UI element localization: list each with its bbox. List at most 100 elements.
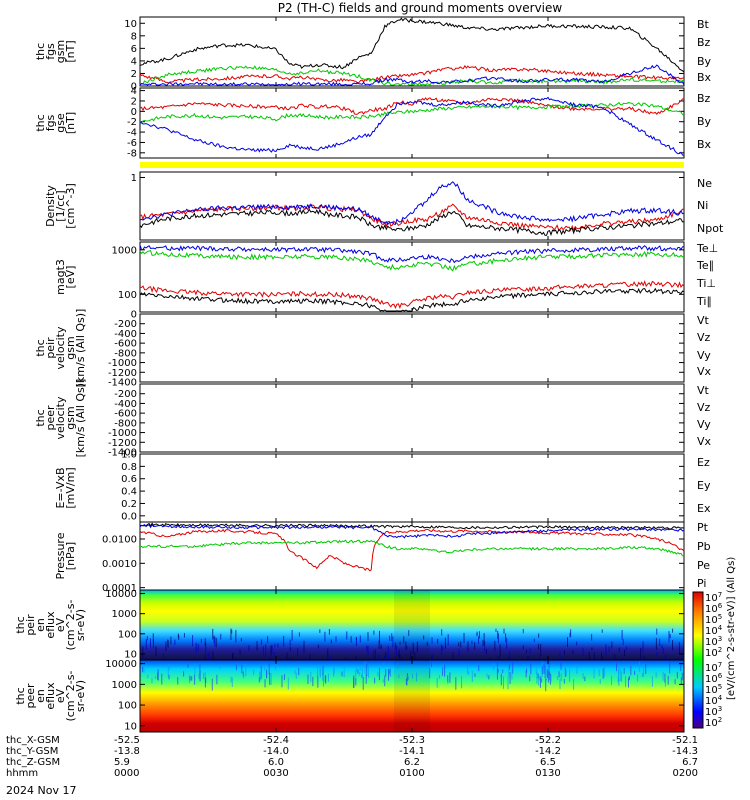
x-axis-value: 6.0 <box>268 757 284 768</box>
legend-entry: Pt <box>697 521 709 534</box>
series-line-fgs-Bz <box>139 64 685 85</box>
date-label: 2024 Nov 17 <box>6 784 77 797</box>
legend-entry: Bz <box>697 92 711 105</box>
legend-entry: Bz <box>697 36 711 49</box>
y-tick-label: 100 <box>118 290 137 301</box>
y-tick-label: 4 <box>131 86 137 97</box>
y-axis-label: gsm <box>54 40 67 63</box>
y-axis-label: eflux <box>44 682 57 710</box>
y-tick-label: -1400 <box>108 448 137 459</box>
colorbar-tick: 102 <box>705 716 722 729</box>
y-tick-label: 100 <box>118 701 137 712</box>
y-axis-label: [km/s (All Qs)] <box>74 309 87 388</box>
y-tick-label: 0.0100 <box>102 535 137 546</box>
spectrogram-peer_eflux <box>140 660 684 732</box>
y-axis-label: gsm <box>64 406 77 429</box>
y-tick-label: -1000 <box>108 428 137 439</box>
x-axis-value: -52.2 <box>535 735 561 746</box>
x-axis-row-label: thc_Y-GSM <box>6 746 58 757</box>
y-tick-label: -1000 <box>108 358 137 369</box>
y-tick-label: 4 <box>131 56 137 67</box>
y-tick-label: -6 <box>127 138 137 149</box>
series-line-temperature-Ti∥ <box>139 250 685 272</box>
y-axis-label: sr-eV) <box>74 609 87 641</box>
y-tick-label: 6 <box>131 44 137 55</box>
y-axis-label: gse <box>54 113 67 133</box>
y-tick-label: 0.4 <box>121 487 137 498</box>
y-tick-label: 1000 <box>112 609 137 620</box>
legend-entry: Pe <box>697 559 710 572</box>
y-axis-label: fgs <box>44 114 57 131</box>
legend-entry: Vy <box>697 418 711 431</box>
y-axis-label: magt3 <box>54 259 67 295</box>
legend-entry: Ez <box>697 456 710 469</box>
status-bar <box>140 162 684 168</box>
x-axis-value: -13.8 <box>114 746 140 757</box>
y-axis-label: [nPa] <box>64 542 77 570</box>
y-tick-label: 1000 <box>112 245 137 256</box>
y-axis-label: [mV/m] <box>64 467 77 508</box>
legend-entry: Vt <box>697 314 710 327</box>
series-line-density-Ne <box>139 203 685 232</box>
y-axis-label: [eV] <box>64 266 77 289</box>
y-tick-label: 1.0 <box>121 450 137 461</box>
legend-entry: Pb <box>697 540 711 553</box>
y-tick-label: 0 <box>131 107 137 118</box>
panel-frame-efield <box>139 453 685 523</box>
y-axis-label: velocity <box>54 326 67 369</box>
y-tick-label: 0.8 <box>121 462 137 473</box>
y-axis-label: thc <box>14 616 27 633</box>
series-line-temperature-Te⊥ <box>139 280 685 310</box>
y-tick-label: -1200 <box>108 438 137 449</box>
y-axis-label: eV <box>54 688 67 703</box>
panel-frame-fgs_gse <box>139 87 685 159</box>
x-axis-value: 5.9 <box>114 757 130 768</box>
x-axis-value: -14.3 <box>672 746 698 757</box>
series-line-pressure-Pi <box>139 524 685 539</box>
series-line-pressure-Pt <box>140 522 685 530</box>
series-line-fgs-Bt <box>139 17 685 73</box>
y-tick-label: -1400 <box>108 378 137 389</box>
legend-entry: Te⊥ <box>696 242 718 255</box>
y-tick-label: 1 <box>131 173 137 184</box>
y-tick-label: -200 <box>114 319 137 330</box>
legend-entry: Ti∥ <box>696 295 712 308</box>
series-line-fgs_gse-Bx <box>140 96 685 156</box>
colorbar-tick: 102 <box>705 646 722 659</box>
series-line-pressure-Pe <box>139 539 685 557</box>
legend-entry: Bx <box>697 138 712 151</box>
series-line-density-Npot <box>139 181 685 226</box>
y-axis-label: en <box>34 618 47 632</box>
colorbar-label: [eV/(cm^2-s-str-eV)] (All Qs) <box>726 556 737 700</box>
y-axis-label: eflux <box>44 611 57 639</box>
y-tick-label: 2 <box>131 69 137 80</box>
x-axis-value: -14.2 <box>535 746 561 757</box>
y-tick-label: 10000 <box>105 659 137 670</box>
panel-frame-fgs <box>139 16 685 87</box>
y-axis-label: [cm^-3] <box>64 183 77 229</box>
y-axis-label: [1/cc] <box>54 190 67 221</box>
y-axis-label: fgs <box>44 43 57 60</box>
legend-entry: Ni <box>697 199 708 212</box>
legend-entry: Vx <box>697 365 712 378</box>
x-axis-value: 0130 <box>535 768 560 779</box>
spectrogram-peir_eflux <box>140 590 684 660</box>
y-tick-label: 8 <box>131 31 137 42</box>
y-tick-label: -400 <box>114 399 137 410</box>
y-tick-label: -8 <box>127 148 137 159</box>
y-tick-label: -4 <box>127 128 137 139</box>
y-tick-label: 2 <box>131 96 137 107</box>
y-tick-label: 10 <box>124 721 137 732</box>
y-axis-label: peir <box>44 337 57 359</box>
y-tick-label: -600 <box>114 409 137 420</box>
y-axis-label: Density <box>44 185 57 227</box>
legend-entry: By <box>697 55 712 68</box>
legend-entry: Vz <box>697 401 711 414</box>
y-tick-label: 0.0010 <box>102 559 137 570</box>
legend-entry: Vy <box>697 349 711 362</box>
series-line-pressure-Pb <box>139 528 685 572</box>
y-axis-label: (cm^2-s- <box>64 600 77 651</box>
series-line-temperature-Te∥ <box>139 287 685 312</box>
